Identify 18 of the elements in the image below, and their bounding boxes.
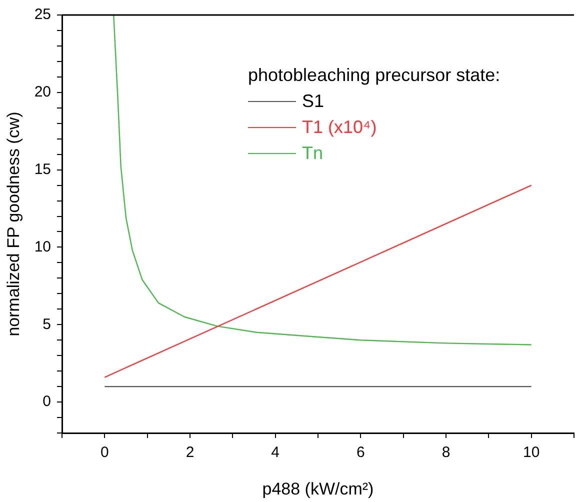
legend-label: T1 (x10⁴) (302, 116, 377, 139)
legend-label: Tn (302, 142, 324, 165)
y-tick-label: 25 (34, 6, 51, 24)
x-tick-label: 2 (186, 444, 194, 462)
y-tick-label: 0 (42, 393, 51, 410)
x-tick-label: 0 (100, 444, 109, 462)
legend-title: photobleaching precursor state: (248, 64, 502, 87)
x-tick-label: 6 (356, 444, 365, 462)
y-axis-title: normalized FP goodness (cw) (4, 112, 23, 336)
legend-label: S1 (302, 90, 324, 113)
y-tick-label: 10 (34, 238, 51, 256)
y-tick-label: 20 (34, 84, 51, 101)
x-tick-label: 8 (442, 444, 450, 462)
x-tick-label: 10 (522, 444, 540, 462)
y-tick-label: 15 (34, 160, 51, 178)
y-tick-label: 5 (42, 316, 51, 333)
x-tick-label: 4 (271, 444, 280, 462)
x-axis-title: p488 (kW/cm²) (262, 479, 374, 498)
